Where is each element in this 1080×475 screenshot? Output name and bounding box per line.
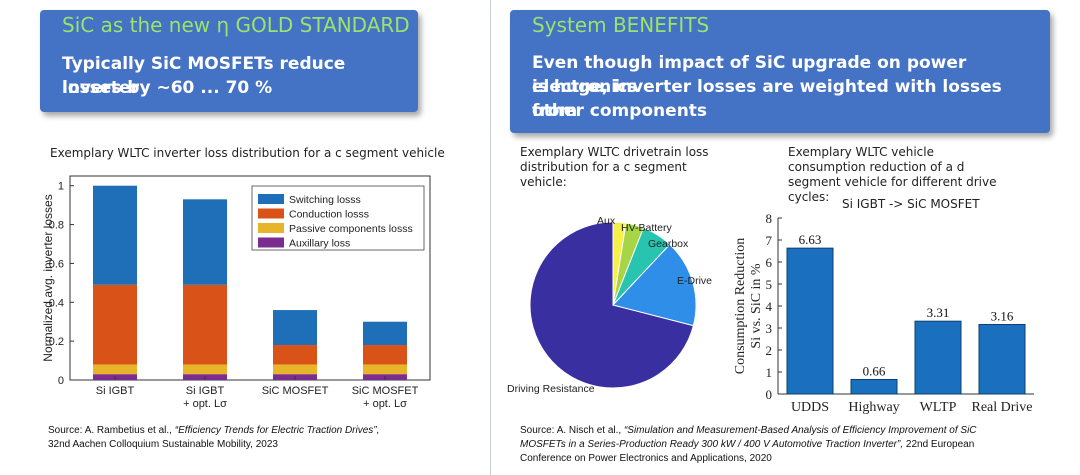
legend-swatch [258, 194, 284, 204]
bar-caption-line2: consumption reduction of a d [788, 160, 965, 174]
y-tick-label: 0.4 [49, 297, 64, 309]
legend-label: Auxillary loss [289, 238, 350, 250]
left-source: Source: A. Rambetius et al., “Efficiency… [48, 424, 468, 452]
bar-segment [363, 345, 407, 365]
x-tick-label: Real Drive [971, 400, 1032, 415]
x-tick-label: Si IGBT [96, 385, 135, 397]
bar-segment [93, 364, 137, 375]
drivetrain-pie-chart: Driving Resistance Aux HV-Battery Gearbox E-… [507, 215, 712, 395]
x-tick-label: Si IGBT [186, 385, 225, 397]
bar-segment [183, 199, 227, 285]
bar-value-label: 0.66 [863, 363, 886, 378]
y-axis-label-line1: Consumption Reduction [733, 238, 748, 375]
pie-label: E-Drive [677, 275, 712, 287]
bar-segment [273, 364, 317, 375]
y-tick-label: 0.2 [49, 336, 64, 348]
y-tick-label: 0 [766, 387, 773, 402]
y-tick-label: 0.8 [49, 220, 64, 232]
y-tick-label: 2 [766, 343, 773, 358]
pie-label: Driving Resistance [507, 383, 595, 395]
left-source-title: “Efficiency Trends for Electric Traction… [174, 425, 380, 436]
legend-label: Passive components losss [289, 223, 413, 235]
y-tick-label: 4 [766, 299, 773, 314]
right-box-title: System BENEFITS [532, 13, 710, 37]
plot-frame [69, 175, 431, 381]
panel-divider [490, 0, 491, 475]
pie-label: Gearbox [648, 238, 689, 250]
bar-caption-line3: segment vehicle for different drive [788, 175, 997, 189]
left-header-box: SiC as the new η GOLD STANDARD Typically… [40, 10, 418, 112]
bar [786, 247, 834, 395]
x-tick-label: + opt. Lσ [363, 398, 407, 410]
pie-caption-line2: distribution for a c segment [520, 160, 687, 174]
x-tick-label: SiC MOSFET [262, 385, 329, 397]
si-igbt-to-sic-annotation: Si IGBT -> SiC MOSFET [842, 197, 980, 211]
left-source-line2: 32nd Aachen Colloquium Sustainable Mobil… [48, 439, 278, 450]
x-tick-label: UDDS [791, 400, 829, 415]
y-tick-label: 5 [766, 277, 773, 292]
x-tick-label: SiC MOSFET [352, 385, 419, 397]
bar [978, 323, 1026, 395]
right-box-text-line2: is huge, inverter losses are weighted wi… [532, 77, 1002, 121]
y-tick-label: 1 [58, 181, 64, 193]
x-tick-label: WLTP [920, 400, 957, 415]
y-tick-label: 8 [766, 211, 773, 226]
legend-swatch [258, 237, 284, 248]
bar-segment [273, 345, 317, 365]
legend-swatch [258, 208, 284, 219]
bar [850, 378, 898, 395]
right-source-title-line1: “Simulation and Measurement-Based Analys… [623, 425, 977, 436]
right-box-text-line3: other components [532, 101, 708, 121]
right-header-box: System BENEFITS Even though impact of Si… [510, 10, 1050, 133]
right-source-title-line2: MOSFETs in a Series-Production Ready 300… [520, 439, 904, 450]
y-tick-label: 7 [766, 233, 773, 248]
right-source: Source: A. Nisch et al., “Simulation and… [520, 424, 1060, 466]
legend-label: Switching losss [289, 194, 361, 206]
right-source-prefix: Source: A. Nisch et al., [520, 425, 622, 436]
bar-segment [363, 364, 407, 375]
left-box-text-line1: Typically SiC MOSFETs reduce inverter [62, 54, 346, 98]
x-tick-label: Highway [848, 400, 899, 415]
left-source-prefix: Source: A. Rambetius et al., [48, 425, 172, 436]
pie-label: Aux [597, 215, 616, 227]
left-box-title: SiC as the new η GOLD STANDARD [62, 13, 410, 37]
bar-segment [363, 321, 407, 346]
pie-slice [612, 243, 697, 327]
pie-caption-line3: vehicle: [520, 175, 567, 189]
bar-segment [93, 185, 137, 285]
pie-caption: Exemplary WLTC drivetrain loss distribut… [520, 145, 709, 190]
y-axis-label: Normalized avg. inverter losses [41, 194, 55, 361]
bar-segment [183, 364, 227, 375]
bar [914, 320, 962, 395]
y-tick-label: 6 [766, 255, 773, 270]
bar-caption-line4: cycles: [788, 190, 830, 204]
right-source-line3: Conference on Power Electronics and Appl… [520, 453, 772, 464]
bar-segment [183, 284, 227, 365]
bar-segment [93, 284, 137, 365]
stacked-chart-title: Exemplary WLTC inverter loss distributio… [50, 146, 445, 160]
right-box-text-line1: Even though impact of SiC upgrade on pow… [532, 53, 967, 97]
bar-caption: Exemplary WLTC vehicle consumption reduc… [788, 145, 996, 205]
left-box-text-line2: losses by ~60 ... 70 % [62, 78, 273, 98]
bar-segment [273, 310, 317, 346]
right-source-tail-line2: 22nd European [905, 439, 975, 450]
pie-slice [529, 221, 695, 389]
y-tick-label: 3 [766, 321, 773, 336]
y-axis-label-line2: Si vs. SiC in % [749, 263, 764, 349]
legend-label: Conduction losss [289, 209, 369, 221]
bar-value-label: 3.16 [991, 308, 1014, 323]
pie-caption-line1: Exemplary WLTC drivetrain loss [520, 145, 709, 159]
pie-label: HV-Battery [621, 222, 673, 234]
bar-value-label: 3.31 [927, 305, 950, 320]
y-tick-label: 1 [766, 365, 773, 380]
y-tick-label: 0 [58, 375, 64, 387]
x-tick-label: + opt. Lσ [183, 398, 227, 410]
y-tick-label: 0.6 [49, 258, 64, 270]
consumption-reduction-chart: 0 1 2 3 4 5 6 7 8 Consumption Reduction Si vs. SiC… [733, 211, 1034, 415]
bar-value-label: 6.63 [799, 232, 822, 247]
legend-swatch [258, 223, 284, 233]
bar-caption-line1: Exemplary WLTC vehicle [788, 145, 934, 159]
